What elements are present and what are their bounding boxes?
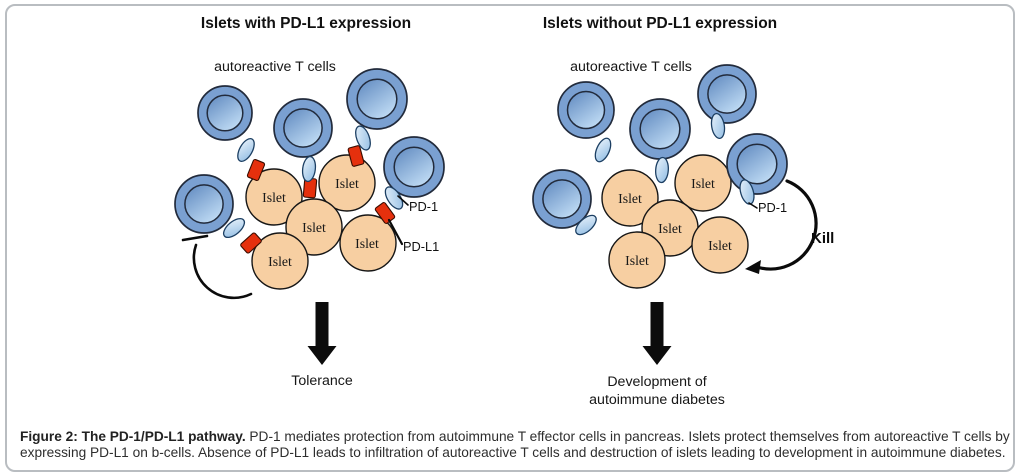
outcome-label-line1: Development of [607, 374, 706, 390]
islet-label: Islet [355, 236, 379, 251]
pd-1-receptor [222, 217, 246, 239]
t-cell [273, 98, 333, 158]
pd-1-receptor [384, 186, 404, 210]
islet-circle [601, 169, 659, 227]
islet-circle [251, 232, 309, 290]
caption-line1-text: PD-1 mediates protection from autoimmune… [245, 429, 1010, 444]
left-autoreactive-label: autoreactive T cells [214, 59, 336, 75]
outcome-arrow [642, 302, 672, 365]
t-cell [532, 169, 592, 229]
islet-cell: Islet [608, 231, 666, 289]
pd-1-receptor [355, 125, 371, 151]
caption-bold-title: Figure 2: The PD-1/PD-L1 pathway. [20, 429, 246, 444]
tolerance-label: Tolerance [291, 373, 353, 389]
t-cell [629, 98, 691, 160]
pd-1-receptor [594, 137, 612, 163]
kill-label: Kill [811, 230, 834, 247]
caption-line2: expressing PD-L1 on b-cells. Absence of … [20, 444, 1006, 460]
pd-1-receptor [575, 214, 597, 236]
right-panel-title: Islets without PD-L1 expression [543, 15, 777, 32]
t-cell-nucleus [707, 74, 747, 114]
islet-cell: Islet [251, 232, 309, 290]
islet-label: Islet [691, 176, 715, 191]
islet-circle [339, 214, 397, 272]
islet-circle [318, 154, 376, 212]
pd1-pointer-line [397, 195, 409, 206]
islet-label: Islet [618, 191, 642, 206]
outcome-label-line2: autoimmune diabetes [589, 392, 725, 408]
t-cell-nucleus [206, 94, 244, 132]
figure-frame [5, 4, 1015, 472]
islet-label: Islet [302, 220, 326, 235]
kill-arrowhead [745, 260, 761, 274]
pd-1-receptor [710, 112, 726, 140]
t-cell [383, 136, 445, 198]
inhibition-arc [192, 243, 253, 300]
t-cell [726, 133, 788, 195]
islet-cell: Islet [339, 214, 397, 272]
islet-cell: Islet [318, 154, 376, 212]
islet-label: Islet [268, 254, 292, 269]
islet-label: Islet [625, 253, 649, 268]
pd-l1-molecule [347, 145, 365, 167]
islet-label: Islet [658, 221, 682, 236]
t-cell-nucleus [283, 108, 323, 148]
caption-line1: Figure 2: The PD-1/PD-L1 pathway. PD-1 m… [20, 429, 1015, 445]
figure-caption: Figure 2: The PD-1/PD-L1 pathway. PD-1 m… [20, 429, 1015, 460]
t-cell-nucleus [356, 78, 398, 120]
right-pd1-label: PD-1 [758, 200, 787, 215]
islet-circle [608, 231, 666, 289]
islet-circle [691, 216, 749, 274]
inhibition-bar [181, 234, 209, 242]
t-cell [557, 81, 615, 139]
islet-cell: Islet [245, 168, 303, 226]
right-autoreactive-label: autoreactive T cells [570, 59, 692, 75]
t-cell-nucleus [393, 146, 435, 188]
islet-cell: Islet [601, 169, 659, 227]
islet-cell: Islet [674, 154, 732, 212]
t-cell-nucleus [184, 184, 224, 224]
pd-1-receptor [301, 155, 317, 183]
islet-circle [674, 154, 732, 212]
left-panel-title: Islets with PD-L1 expression [201, 15, 411, 32]
t-cell-nucleus [566, 90, 606, 130]
islet-label: Islet [262, 190, 286, 205]
tolerance-arrow [307, 302, 337, 365]
pd-l1-molecule [240, 232, 262, 254]
left-pd1-label: PD-1 [409, 199, 438, 214]
pd-l1-molecule [246, 158, 266, 182]
t-cell-nucleus [542, 179, 582, 219]
pd-1-receptor [237, 137, 255, 163]
t-cell [697, 64, 757, 124]
t-cell [174, 174, 234, 234]
t-cell [197, 85, 253, 141]
islet-label: Islet [708, 238, 732, 253]
pd-1-receptor [655, 156, 669, 184]
islet-cell: Islet [691, 216, 749, 274]
t-cell-nucleus [736, 143, 778, 185]
t-cell [346, 68, 408, 130]
left-pdl1-label: PD-L1 [403, 239, 439, 254]
pd1-pointer-line [748, 202, 758, 209]
t-cell-nucleus [639, 108, 681, 150]
islet-circle [245, 168, 303, 226]
islet-label: Islet [335, 176, 359, 191]
pdl1-pointer-line [387, 218, 404, 246]
kill-arrow [752, 179, 818, 271]
